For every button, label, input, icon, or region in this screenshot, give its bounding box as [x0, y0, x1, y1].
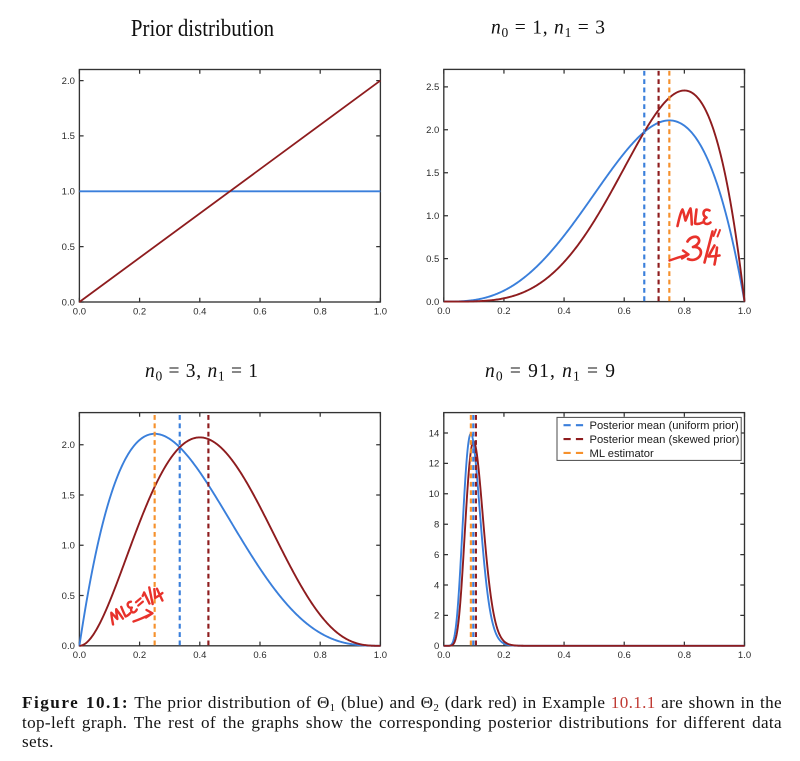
svg-text:14: 14: [429, 428, 440, 439]
svg-text:0.6: 0.6: [253, 650, 266, 661]
svg-text:0.0: 0.0: [73, 650, 86, 661]
svg-text:0.5: 0.5: [62, 591, 75, 602]
svg-text:0.4: 0.4: [193, 650, 206, 661]
svg-text:0.4: 0.4: [557, 650, 570, 661]
svg-text:0.8: 0.8: [678, 306, 691, 317]
svg-text:1.0: 1.0: [62, 187, 75, 198]
svg-text:0.2: 0.2: [133, 650, 146, 661]
svg-text:1.0: 1.0: [738, 650, 751, 661]
svg-text:1.0: 1.0: [374, 650, 387, 661]
svg-text:2.0: 2.0: [62, 76, 75, 87]
svg-text:0.4: 0.4: [557, 306, 570, 317]
svg-text:0.2: 0.2: [497, 650, 510, 661]
svg-text:0.0: 0.0: [426, 297, 439, 308]
svg-text:0: 0: [434, 641, 439, 652]
svg-text:2.0: 2.0: [62, 440, 75, 451]
svg-text:4: 4: [434, 580, 439, 591]
svg-text:Posterior mean (uniform prior): Posterior mean (uniform prior): [590, 420, 739, 432]
svg-text:1.0: 1.0: [374, 306, 387, 317]
svg-text:Posterior mean (skewed prior): Posterior mean (skewed prior): [590, 434, 740, 446]
svg-text:0.5: 0.5: [426, 254, 439, 265]
svg-text:0.0: 0.0: [437, 306, 450, 317]
svg-text:6: 6: [434, 550, 439, 561]
svg-text:0.0: 0.0: [437, 650, 450, 661]
svg-text:1.0: 1.0: [62, 541, 75, 552]
svg-text:1.5: 1.5: [426, 168, 439, 179]
svg-text:0.8: 0.8: [314, 306, 327, 317]
svg-text:1.5: 1.5: [62, 490, 75, 501]
svg-text:10: 10: [429, 489, 440, 500]
svg-text:1.5: 1.5: [62, 131, 75, 142]
svg-text:0.8: 0.8: [314, 650, 327, 661]
svg-text:1.0: 1.0: [738, 306, 751, 317]
svg-text:ML estimator: ML estimator: [590, 448, 655, 460]
svg-text:0.2: 0.2: [497, 306, 510, 317]
svg-text:2.0: 2.0: [426, 125, 439, 136]
svg-text:n0 = 3, n1 = 1: n0 = 3, n1 = 1: [145, 361, 258, 384]
svg-text:0.2: 0.2: [133, 306, 146, 317]
svg-text:2: 2: [434, 611, 439, 622]
svg-text:Prior distribution: Prior distribution: [131, 15, 275, 42]
svg-text:1.0: 1.0: [426, 211, 439, 222]
svg-text:2.5: 2.5: [426, 82, 439, 93]
svg-text:0.0: 0.0: [73, 306, 86, 317]
svg-text:0.6: 0.6: [618, 650, 631, 661]
svg-text:12: 12: [429, 459, 440, 470]
svg-text:0.0: 0.0: [62, 297, 75, 308]
svg-text:n0 = 1, n1 = 3: n0 = 1, n1 = 3: [491, 17, 605, 40]
svg-text:0.4: 0.4: [193, 306, 206, 317]
svg-text:8: 8: [434, 520, 439, 531]
svg-text:n0 = 91, n1 = 9: n0 = 91, n1 = 9: [485, 361, 615, 384]
svg-text:0.6: 0.6: [253, 306, 266, 317]
svg-text:0.0: 0.0: [62, 641, 75, 652]
svg-text:0.8: 0.8: [678, 650, 691, 661]
svg-text:0.6: 0.6: [618, 306, 631, 317]
svg-text:0.5: 0.5: [62, 242, 75, 253]
